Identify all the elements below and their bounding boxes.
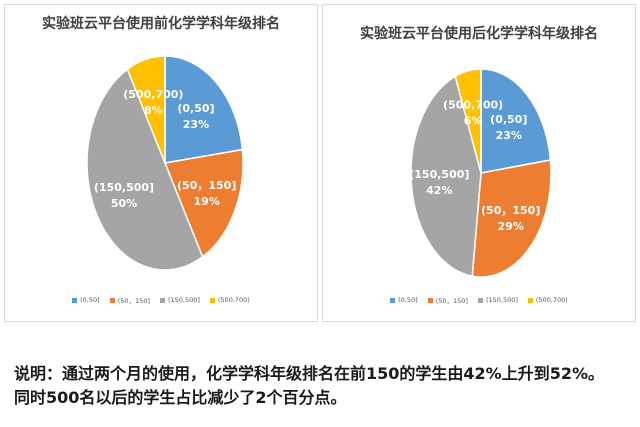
legend-item: (50，150]: [109, 295, 150, 305]
caption-line-2: 同时500名以后的学生占比减少了2个百分点。: [14, 388, 347, 407]
chart-title: 实验班云平台使用前化学学科年级排名: [42, 16, 280, 32]
legend-item: (0,50]: [72, 295, 100, 305]
slice-category-label: (150,500]: [94, 181, 154, 194]
pie-slice: [164, 55, 244, 164]
legend-item: (0,50]: [390, 295, 418, 305]
pie-chart-before: (0,50] 23% (50，150] 19% (150,500] 50% (500,700…: [86, 55, 244, 271]
chart-before: 实验班云平台使用前化学学科年级排名 (0,50] 23% (50，150] 19% (1…: [4, 4, 318, 322]
legend-label: (500,700): [217, 296, 250, 304]
chart-title: 实验班云平台使用后化学学科年级排名: [360, 26, 598, 42]
slice-percent-label: 6%: [464, 115, 483, 128]
legend-item: (150,500]: [477, 295, 518, 305]
pie-slice: [454, 68, 482, 174]
caption-line-1: 说明：通过两个月的使用，化学学科年级排名在前150的学生由42%上升到52%。: [14, 364, 604, 383]
slice-percent-label: 8%: [144, 104, 163, 117]
pie-chart-after: (0,50] 23% (50，150] 29% (150,500] 42% (500,700…: [409, 68, 552, 278]
slice-category-label: (0,50]: [177, 102, 214, 115]
legend-swatch: [477, 297, 483, 303]
slice-category-label: (150,500]: [409, 168, 469, 181]
legend-label: (50，150]: [435, 297, 468, 305]
slice-percent-label: 50%: [111, 197, 137, 210]
legend-swatch: [527, 297, 533, 303]
pie-slice: [480, 68, 552, 174]
pie-slice: [86, 68, 204, 271]
legend-swatch: [159, 297, 165, 303]
slice-category-label: (50，150]: [177, 179, 236, 192]
legend-swatch: [109, 297, 115, 303]
pie-slice: [126, 55, 166, 164]
slice-percent-label: 19%: [194, 195, 220, 208]
caption: 说明：通过两个月的使用，化学学科年级排名在前150的学生由42%上升到52%。 …: [14, 362, 626, 410]
legend-swatch: [209, 297, 215, 303]
legend-item: (500,700): [527, 295, 568, 305]
legend: (0,50] (50，150] (150,500] (500,700): [323, 295, 635, 305]
pie-slice: [410, 75, 482, 278]
legend-swatch: [427, 297, 433, 303]
slice-category-label: (0,50]: [490, 113, 527, 126]
pie-slice: [163, 148, 244, 258]
legend-label: (0,50]: [80, 296, 100, 304]
slice-percent-label: 42%: [426, 184, 452, 197]
legend-swatch: [390, 297, 396, 303]
legend-label: (500,700): [535, 296, 568, 304]
pie-slice: [471, 159, 552, 278]
legend-item: (50，150]: [427, 295, 468, 305]
slice-category-label: (50，150]: [481, 204, 540, 217]
legend-label: (50，150]: [117, 297, 150, 305]
legend-item: (500,700): [209, 295, 250, 305]
slice-percent-label: 29%: [498, 220, 524, 233]
legend: (0,50] (50，150] (150,500] (500,700): [5, 295, 317, 305]
legend-label: (0,50]: [398, 296, 418, 304]
slice-percent-label: 23%: [496, 129, 522, 142]
slice-category-label: (500,700): [123, 88, 183, 101]
slice-percent-label: 23%: [183, 118, 209, 131]
legend-label: (150,500]: [167, 296, 200, 304]
legend-item: (150,500]: [159, 295, 200, 305]
legend-swatch: [72, 297, 78, 303]
slice-category-label: (500,700): [443, 99, 503, 112]
chart-after: 实验班云平台使用后化学学科年级排名 (0,50] 23% (50，150] 29% (1…: [322, 4, 636, 322]
legend-label: (150,500]: [485, 296, 518, 304]
